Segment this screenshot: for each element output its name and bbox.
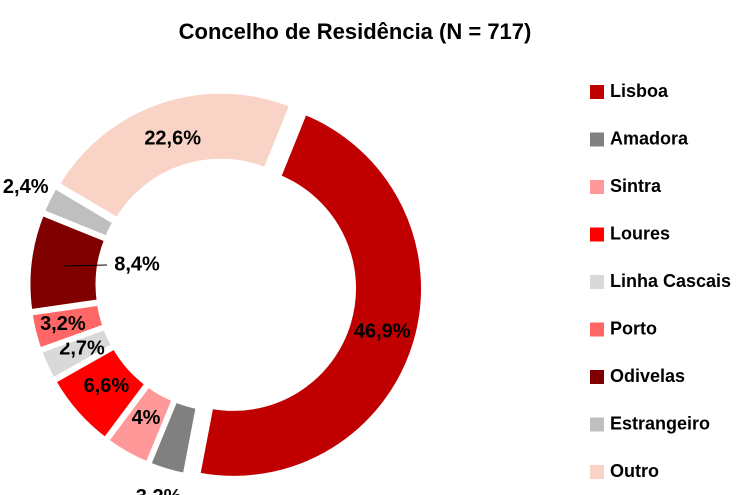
legend-swatch	[590, 275, 604, 289]
leader-line	[64, 264, 108, 267]
chart-title: Concelho de Residência (N = 717)	[179, 19, 532, 44]
legend-label: Odivelas	[610, 366, 685, 386]
legend-label: Sintra	[610, 176, 662, 196]
legend-label: Lisboa	[610, 81, 669, 101]
legend-swatch	[590, 465, 604, 479]
legend-label: Linha Cascais	[610, 271, 731, 291]
legend-swatch	[590, 417, 604, 432]
data-label: 2,4%	[3, 176, 49, 198]
legend-label: Porto	[610, 318, 657, 338]
legend-label: Loures	[610, 223, 670, 243]
data-label: 4%	[132, 407, 161, 429]
data-label: 3.2%	[136, 486, 182, 495]
legend-label: Outro	[610, 461, 659, 481]
legend-swatch	[590, 132, 604, 147]
data-label: 3,2%	[40, 313, 86, 335]
data-label: 6,6%	[84, 375, 130, 397]
donut-segment	[38, 182, 119, 242]
legend-swatch	[590, 322, 604, 337]
legend-swatch	[590, 370, 604, 384]
data-label: 22,6%	[144, 127, 201, 149]
data-label: 8,4%	[114, 253, 160, 275]
legend-label: Amadora	[610, 128, 689, 148]
legend-swatch	[590, 85, 604, 99]
donut-segment	[194, 108, 426, 481]
donut-segment	[53, 88, 296, 224]
legend-swatch	[590, 180, 604, 194]
legend-label: Estrangeiro	[610, 413, 710, 433]
legend-swatch	[590, 227, 604, 242]
data-label: 46,9%	[354, 320, 411, 342]
data-label: 2,7%	[59, 337, 105, 359]
